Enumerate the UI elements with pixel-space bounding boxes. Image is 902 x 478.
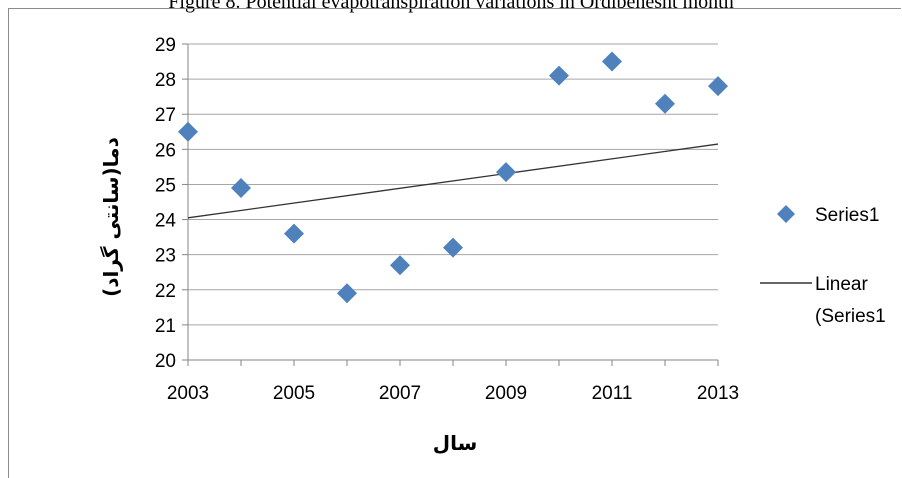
data-point-2008 [443, 237, 463, 258]
y-tick-label-23: 23 [155, 246, 176, 267]
data-point-2009 [496, 162, 516, 183]
legend: Series1 Linear (Series1 [760, 205, 886, 327]
legend-label-series1: Series1 [815, 205, 879, 226]
gridlines [182, 43, 718, 361]
y-tick-label-27: 27 [155, 105, 176, 126]
y-tick-label-29: 29 [155, 35, 176, 56]
data-point-2003 [178, 121, 198, 142]
data-point-2005 [284, 223, 304, 244]
x-axis-label: سال [433, 431, 478, 455]
legend-label-trendline-line1: Linear [815, 274, 868, 295]
y-tick-labels: 20 21 22 23 24 25 26 27 28 29 [155, 35, 177, 372]
figure-caption: Figure 8. Potential evapotranspiration v… [168, 0, 734, 13]
x-tick-label-2007: 2007 [379, 383, 421, 404]
y-axis-label: دما(سانتی گراد) [99, 137, 123, 297]
y-tick-label-26: 26 [155, 140, 176, 161]
legend-label-trendline-line2: (Series1 [815, 306, 886, 327]
data-point-2010 [549, 65, 569, 86]
legend-marker-series1 [777, 205, 795, 223]
scatter-chart: 20 21 22 23 24 25 26 27 28 29 2003 2005 2007 2009 201… [99, 35, 886, 455]
data-point-2012 [655, 93, 675, 114]
x-tick-label-2013: 2013 [697, 383, 739, 404]
y-tick-label-22: 22 [155, 281, 176, 302]
y-tick-label-28: 28 [155, 70, 176, 91]
data-point-2006 [337, 283, 357, 304]
data-point-2004 [231, 177, 251, 198]
x-tick-label-2009: 2009 [485, 383, 527, 404]
y-tick-label-25: 25 [155, 175, 176, 196]
x-tick-label-2003: 2003 [167, 383, 209, 404]
data-point-2013 [708, 76, 728, 97]
trendline [187, 143, 719, 219]
x-tick-label-2005: 2005 [273, 383, 315, 404]
y-tick-label-21: 21 [155, 316, 176, 337]
data-point-2007 [390, 255, 410, 276]
x-tick-labels: 2003 2005 2007 2009 2011 2013 [167, 383, 739, 404]
chart-frame [8, 8, 901, 478]
data-point-2011 [602, 51, 622, 72]
axes [187, 44, 719, 366]
y-tick-label-24: 24 [155, 211, 177, 232]
data-points [178, 51, 728, 304]
trendline-group [187, 143, 719, 219]
x-tick-label-2011: 2011 [592, 383, 633, 404]
y-tick-label-20: 20 [155, 351, 176, 372]
